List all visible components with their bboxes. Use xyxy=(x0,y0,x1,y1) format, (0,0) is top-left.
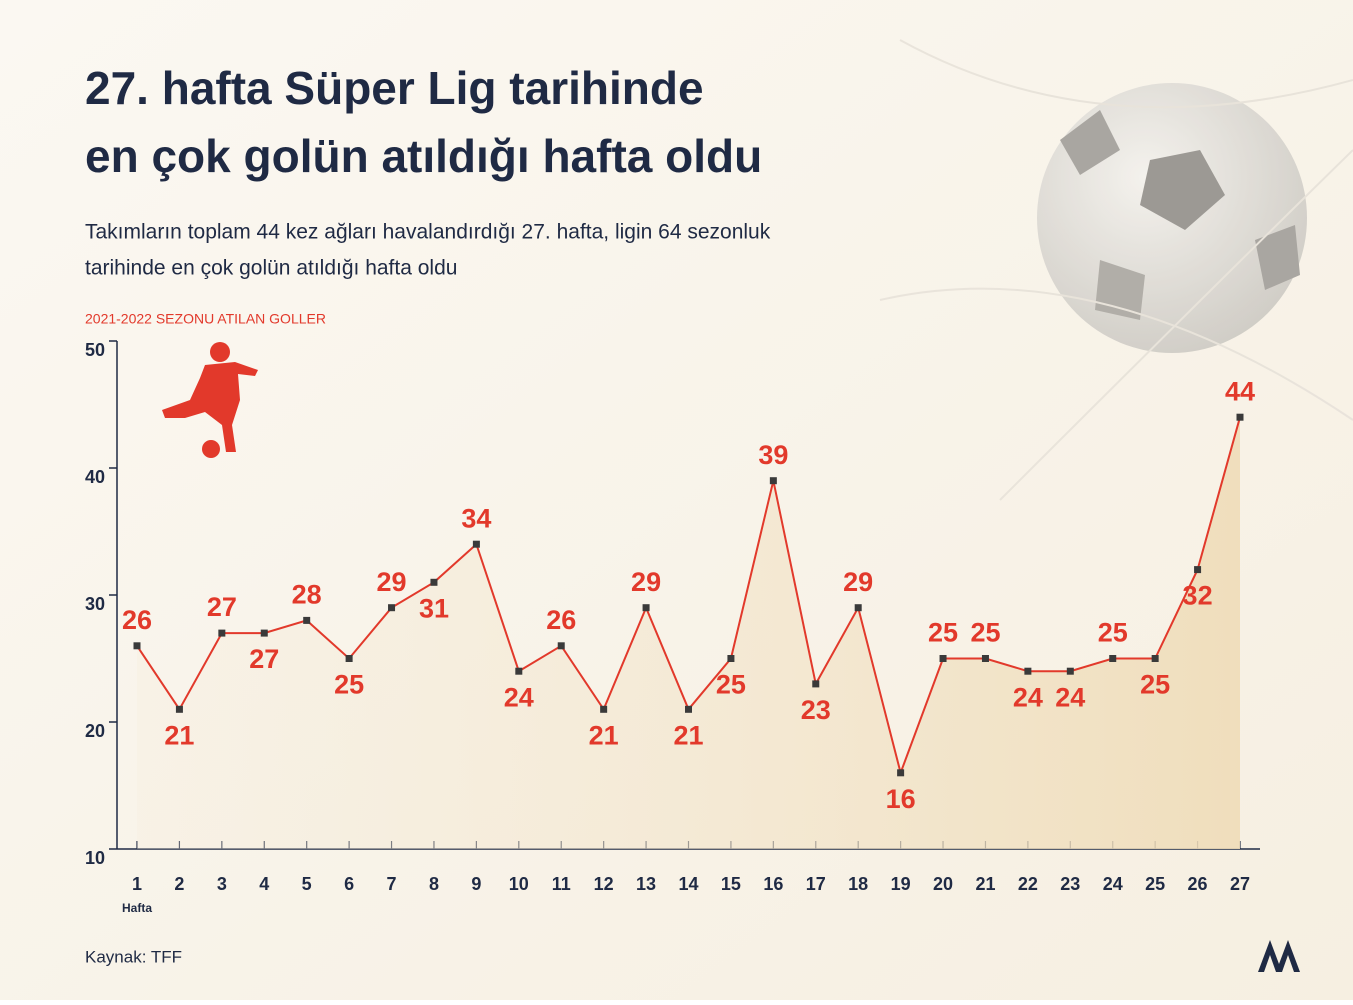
marker xyxy=(854,604,862,612)
data-label: 31 xyxy=(419,593,449,623)
data-label: 25 xyxy=(716,670,746,700)
y-tick-label: 30 xyxy=(85,594,105,614)
x-tick-label: 16 xyxy=(763,874,783,894)
marker xyxy=(260,629,268,637)
x-tick-label: 12 xyxy=(594,874,614,894)
subtitle-line: Takımların toplam 44 kez ağları havaland… xyxy=(85,221,771,244)
x-tick-label: 13 xyxy=(636,874,656,894)
marker xyxy=(1194,566,1202,574)
marker xyxy=(1109,655,1117,662)
x-tick-label: 17 xyxy=(806,874,826,894)
marker xyxy=(388,604,396,612)
data-label: 27 xyxy=(207,592,237,622)
marker xyxy=(727,655,735,662)
x-tick-label: 14 xyxy=(678,874,698,894)
x-tick-label: 9 xyxy=(471,874,481,894)
marker xyxy=(1236,413,1244,421)
subtitle-line: tarihinde en çok golün atıldığı hafta ol… xyxy=(85,257,457,280)
data-label: 29 xyxy=(843,567,873,597)
data-label: 26 xyxy=(122,605,152,635)
marker xyxy=(175,705,183,713)
x-tick-label: 2 xyxy=(174,874,184,894)
marker xyxy=(981,655,989,662)
x-tick-label: 3 xyxy=(217,874,227,894)
marker xyxy=(1066,667,1074,675)
data-label: 26 xyxy=(546,605,576,635)
data-label: 27 xyxy=(249,644,279,674)
data-label: 23 xyxy=(801,695,831,725)
data-label: 29 xyxy=(631,567,661,597)
x-tick-label: 21 xyxy=(975,874,995,894)
x-tick-label: 22 xyxy=(1018,874,1038,894)
x-tick-label: 1 xyxy=(132,874,142,894)
x-tick-label: 7 xyxy=(387,874,397,894)
x-tick-label: 11 xyxy=(552,874,571,894)
x-tick-label: 5 xyxy=(302,874,312,894)
data-label: 16 xyxy=(886,784,916,814)
marker xyxy=(769,477,777,485)
title-line: 27. hafta Süper Lig tarihinde xyxy=(85,62,704,114)
marker xyxy=(430,578,438,586)
x-tick-label: 24 xyxy=(1103,874,1123,894)
marker xyxy=(1024,667,1032,675)
x-tick-label: 23 xyxy=(1060,874,1080,894)
marker xyxy=(303,616,311,624)
player-icon xyxy=(162,342,258,458)
x-axis-label: Hafta xyxy=(122,901,152,915)
marker xyxy=(642,604,650,612)
data-label: 25 xyxy=(928,618,958,648)
y-tick-label: 10 xyxy=(85,848,105,868)
marker xyxy=(515,667,523,675)
marker xyxy=(812,680,820,688)
data-label: 24 xyxy=(504,682,534,712)
marker xyxy=(600,705,608,713)
ball-decoration xyxy=(879,39,1353,501)
data-label: 28 xyxy=(292,580,322,610)
aa-logo xyxy=(1258,940,1300,972)
marker xyxy=(1151,655,1159,662)
marker xyxy=(133,642,141,650)
data-label: 34 xyxy=(461,503,491,533)
marker xyxy=(472,540,480,548)
marker xyxy=(897,769,905,777)
data-label: 21 xyxy=(164,720,194,750)
x-tick-label: 20 xyxy=(933,874,953,894)
x-tick-label: 4 xyxy=(259,874,269,894)
title-line: en çok golün atıldığı hafta oldu xyxy=(85,130,762,182)
x-tick-label: 8 xyxy=(429,874,439,894)
marker xyxy=(218,629,226,637)
marker xyxy=(345,655,353,662)
x-tick-label: 15 xyxy=(721,874,741,894)
x-tick-label: 10 xyxy=(509,874,529,894)
marker xyxy=(685,705,692,713)
x-tick-label: 18 xyxy=(848,874,868,894)
source: Kaynak: TFF xyxy=(85,947,182,966)
y-tick-label: 40 xyxy=(85,467,105,487)
data-label: 25 xyxy=(334,670,364,700)
marker xyxy=(557,642,565,650)
x-tick-label: 19 xyxy=(891,874,911,894)
data-label: 24 xyxy=(1013,682,1043,712)
data-label: 25 xyxy=(1098,618,1128,648)
y-tick-label: 20 xyxy=(85,721,105,741)
data-label: 21 xyxy=(673,720,703,750)
x-tick-label: 27 xyxy=(1230,874,1250,894)
x-tick-label: 25 xyxy=(1145,874,1165,894)
data-label: 29 xyxy=(377,567,407,597)
data-label: 21 xyxy=(589,720,619,750)
marker xyxy=(939,655,947,662)
data-label: 25 xyxy=(1140,670,1170,700)
y-tick-label: 50 xyxy=(85,340,105,360)
data-label: 24 xyxy=(1055,682,1085,712)
x-tick-label: 26 xyxy=(1188,874,1208,894)
x-tick-label: 6 xyxy=(344,874,354,894)
area xyxy=(137,417,1240,849)
data-label: 32 xyxy=(1183,581,1213,611)
data-label: 25 xyxy=(970,618,1000,648)
y-axis-label: 2021-2022 SEZONU ATILAN GOLLER xyxy=(85,311,326,327)
data-label: 39 xyxy=(758,440,788,470)
data-label: 44 xyxy=(1225,376,1255,406)
